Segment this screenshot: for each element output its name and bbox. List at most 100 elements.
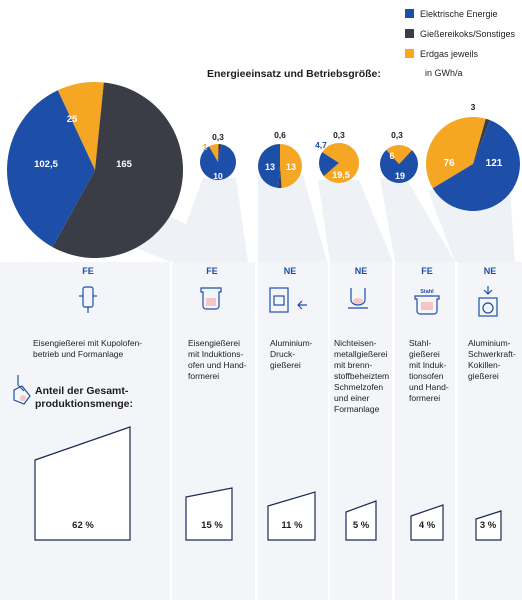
share-value-3: 5 %	[353, 520, 370, 531]
chart-title: Energieeinsatz und Betriebsgröße:	[207, 68, 381, 80]
pie-slice-gas-1	[209, 144, 219, 162]
icon-part	[273, 295, 285, 306]
icon-text: Stahl	[420, 289, 434, 295]
icon-part	[414, 295, 440, 315]
column-panel-1	[172, 262, 255, 600]
plant-description-3: Nichteisen-metallgießerei mit brenn-stoff…	[334, 338, 389, 415]
share-shape-1	[185, 487, 233, 541]
value-coke-0: 165	[116, 159, 133, 170]
column-panel-2	[258, 262, 328, 600]
plant-description-4: Stahl-gießerei mit Induk-tionsofen und Han…	[409, 338, 449, 404]
pie-slice-electric-5	[432, 120, 520, 211]
pie-slice-electric-2	[258, 144, 280, 188]
share-value-2: 11 %	[281, 520, 303, 531]
pie-slice-coke-1	[218, 144, 222, 162]
icon-part	[20, 395, 26, 401]
pie-slice-coke-5	[473, 118, 490, 164]
projection-cone-5	[428, 190, 515, 262]
legend-swatch-electric	[405, 9, 414, 18]
share-value-1: 15 %	[201, 520, 223, 531]
description-line: mit Induktions-	[188, 349, 244, 359]
pie-slice-gas-0	[57, 82, 104, 170]
cupola-furnace-icon	[79, 286, 97, 313]
icon-part	[483, 286, 493, 295]
description-line: und Hand-	[409, 382, 449, 392]
description-line: Nichteisen-	[334, 338, 377, 348]
value-gas-5: 76	[443, 158, 455, 169]
value-gas-4: 6	[389, 151, 394, 161]
description-line: formerei	[188, 371, 220, 381]
share-shape-4	[410, 504, 444, 541]
description-line: Stahl-	[409, 338, 432, 348]
icon-part	[478, 297, 498, 317]
description-line: mit Induk-	[409, 360, 447, 370]
category-label-0: FE	[82, 266, 94, 276]
share-shape-3	[345, 500, 377, 541]
value-gas-1: 1	[203, 142, 208, 152]
description-line: gießerei	[270, 360, 301, 370]
description-line: Kokillen-	[468, 360, 501, 370]
value-coke-5: 3	[471, 102, 476, 112]
description-line: gießerei	[468, 371, 499, 381]
pie-slice-coke-3	[322, 163, 339, 176]
description-line: Schmelzofen	[334, 382, 384, 392]
legend-swatch-gas	[405, 49, 414, 58]
icon-part	[297, 300, 307, 310]
legend-label-coke: Gießereikoks/Sonstiges	[420, 29, 516, 39]
column-panel-5	[458, 262, 522, 600]
icon-part	[353, 298, 363, 304]
description-line: und einer	[334, 393, 370, 403]
share-shape-2	[267, 491, 316, 541]
description-line: formerei	[409, 393, 441, 403]
share-title-line2: produktionsmenge:	[35, 398, 134, 410]
description-line: Aluminium-	[468, 338, 511, 348]
ladle-icon	[13, 375, 31, 405]
icon-part	[350, 288, 366, 306]
description-line: Eisengießerei mit Kupolofen-	[33, 338, 143, 348]
share-shape-0	[34, 426, 131, 541]
share-shape-5	[475, 510, 502, 541]
icon-part	[269, 287, 289, 313]
die-casting-icon	[269, 287, 307, 313]
value-electric-3: 4,7	[315, 140, 327, 150]
share-value-0: 62 %	[72, 520, 94, 531]
plant-description-1: Eisengießerei mit Induktions-ofen und Han…	[188, 338, 247, 382]
pie-slice-gas-4	[386, 144, 413, 164]
plant-description-0: Eisengießerei mit Kupolofen-betrieb und …	[33, 338, 142, 360]
description-line: Schwerkraft-	[468, 349, 516, 359]
value-electric-4: 19	[395, 171, 405, 181]
plant-description-2: Aluminium- Druck-gießerei	[270, 338, 313, 371]
legend-label-electric: Elektrische Energie	[420, 9, 498, 19]
description-line: Eisengießerei	[188, 338, 240, 348]
description-line: metallgießerei	[334, 349, 388, 359]
pie-slice-electric-4	[380, 149, 418, 183]
pie-slice-gas-2	[280, 144, 302, 188]
value-electric-1: 10	[213, 171, 223, 181]
pie-slice-coke-0	[52, 82, 183, 258]
value-electric-0: 102,5	[34, 159, 58, 170]
unit-label: in GWh/a	[425, 68, 463, 78]
induction-furnace-icon	[200, 287, 222, 310]
pie-slice-gas-3	[322, 143, 359, 184]
description-line: betrieb und Formanlage	[33, 349, 124, 359]
pie-slice-gas-5	[426, 117, 486, 189]
pie-slice-electric-0	[6, 90, 95, 248]
value-gas-0: 25	[67, 114, 78, 125]
pie-slice-coke-2	[278, 166, 282, 188]
description-line: Formanlage	[334, 404, 380, 414]
share-value-4: 4 %	[419, 520, 436, 531]
icon-part	[206, 298, 216, 306]
icon-part	[13, 375, 31, 405]
icon-part	[482, 302, 494, 314]
description-line: tionsofen	[409, 371, 444, 381]
category-label-1: FE	[206, 266, 218, 276]
plant-description-5: Aluminium- Schwerkraft- Kokillen-gießerei	[468, 338, 516, 382]
share-title: Anteil der Gesamt- produktionsmenge:	[35, 385, 133, 411]
description-line: Druck-	[270, 349, 296, 359]
category-label-2: NE	[284, 266, 297, 276]
value-gas-3: 19,5	[332, 170, 350, 180]
value-electric-2: 13	[265, 162, 275, 172]
column-panel-3	[330, 262, 392, 600]
share-title-line1: Anteil der Gesamt-	[35, 385, 129, 397]
value-coke-1: 0,3	[212, 132, 224, 142]
